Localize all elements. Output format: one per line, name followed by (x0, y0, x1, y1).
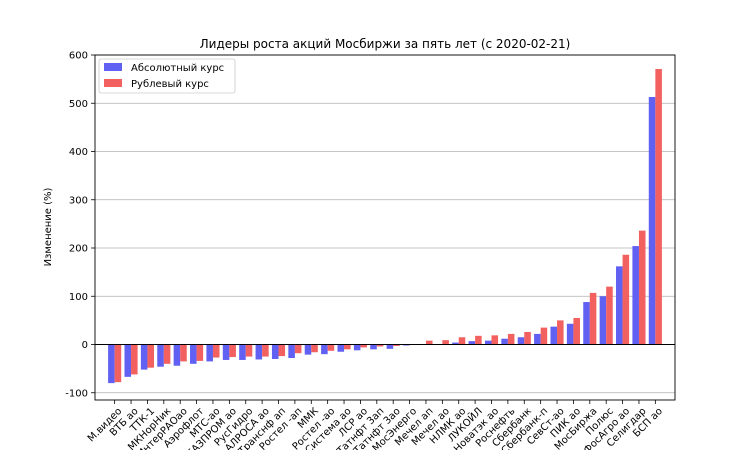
bar-ruble-31 (623, 255, 630, 345)
bar-absolute-11 (288, 345, 295, 359)
bar-ruble-10 (279, 345, 286, 357)
bar-ruble-30 (606, 287, 613, 345)
bar-ruble-4 (180, 345, 187, 362)
bar-absolute-25 (518, 337, 525, 344)
bar-ruble-1 (131, 345, 138, 375)
bar-ruble-3 (164, 345, 171, 364)
bar-absolute-1 (124, 345, 131, 377)
bar-absolute-14 (337, 345, 344, 352)
y-tick-label: 400 (69, 147, 88, 158)
bar-ruble-9 (262, 345, 269, 357)
bar-ruble-33 (655, 69, 662, 345)
bar-absolute-9 (256, 345, 263, 360)
bar-absolute-12 (305, 345, 312, 355)
bar-ruble-7 (229, 345, 236, 358)
bar-ruble-6 (213, 345, 220, 358)
bar-absolute-7 (223, 345, 230, 360)
bar-ruble-22 (475, 336, 482, 345)
y-tick-label: 500 (69, 99, 88, 110)
bar-ruble-2 (147, 345, 154, 368)
bar-absolute-16 (370, 345, 377, 350)
y-tick-label: 0 (82, 340, 88, 351)
bar-absolute-6 (206, 345, 213, 362)
bar-absolute-31 (616, 266, 623, 344)
bar-ruble-12 (311, 345, 318, 353)
bar-absolute-13 (321, 345, 328, 355)
bar-ruble-26 (541, 328, 548, 345)
legend-label-absolute: Абсолютный курс (131, 63, 224, 74)
legend-swatch-absolute (104, 63, 122, 71)
bar-ruble-11 (295, 345, 302, 354)
bar-absolute-15 (354, 345, 361, 351)
bar-absolute-33 (649, 97, 656, 345)
bar-absolute-10 (272, 345, 279, 359)
legend: Абсолютный курс Рублевый курс (99, 59, 235, 93)
y-axis-label: Изменение (%) (43, 187, 54, 266)
bar-absolute-8 (239, 345, 246, 360)
bar-absolute-3 (157, 345, 164, 367)
y-tick-label: 100 (69, 292, 88, 303)
bar-absolute-29 (583, 302, 590, 344)
bar-absolute-27 (550, 327, 557, 345)
y-tick-label: -100 (65, 388, 88, 399)
bar-ruble-5 (197, 345, 204, 361)
bar-ruble-29 (590, 293, 597, 345)
bar-ruble-20 (442, 340, 449, 344)
y-tick-label: 600 (69, 51, 88, 62)
bar-absolute-32 (632, 246, 639, 344)
bar-ruble-8 (246, 345, 253, 357)
bar-absolute-26 (534, 334, 541, 345)
bar-ruble-25 (524, 332, 531, 345)
bar-ruble-0 (115, 345, 122, 383)
bar-ruble-24 (508, 334, 515, 345)
bar-absolute-24 (501, 339, 508, 345)
legend-label-ruble: Рублевый курс (131, 79, 209, 90)
bar-absolute-2 (141, 345, 148, 370)
bar-ruble-14 (344, 345, 351, 350)
legend-swatch-ruble (104, 79, 122, 87)
bar-absolute-0 (108, 345, 115, 384)
y-tick-label: 200 (69, 244, 88, 255)
bar-absolute-22 (469, 341, 476, 344)
bar-ruble-23 (491, 335, 498, 344)
bar-absolute-30 (600, 296, 607, 344)
bar-ruble-27 (557, 320, 564, 344)
bar-absolute-23 (485, 341, 492, 345)
bar-ruble-19 (426, 341, 433, 345)
bar-ruble-13 (328, 345, 335, 351)
y-tick-label: 300 (69, 195, 88, 206)
chart-title: Лидеры роста акций Мосбиржи за пять лет … (200, 37, 571, 51)
bar-absolute-5 (190, 345, 197, 364)
bar-ruble-28 (573, 318, 580, 345)
bar-absolute-4 (174, 345, 181, 366)
bar-absolute-17 (387, 345, 394, 349)
bar-ruble-32 (639, 231, 646, 345)
bar-absolute-28 (567, 324, 574, 345)
bar-ruble-21 (459, 337, 466, 344)
